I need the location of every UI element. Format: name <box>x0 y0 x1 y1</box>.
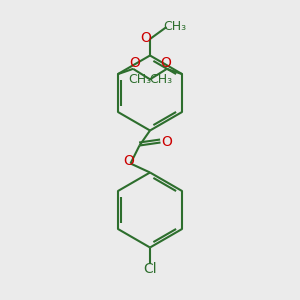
Text: O: O <box>129 56 140 70</box>
Text: O: O <box>160 56 171 70</box>
Text: Cl: Cl <box>143 262 157 276</box>
Text: O: O <box>161 136 172 149</box>
Text: O: O <box>124 154 134 168</box>
Text: O: O <box>140 32 151 45</box>
Text: CH₃: CH₃ <box>149 73 172 86</box>
Text: CH₃: CH₃ <box>163 20 187 33</box>
Text: CH₃: CH₃ <box>128 73 151 86</box>
